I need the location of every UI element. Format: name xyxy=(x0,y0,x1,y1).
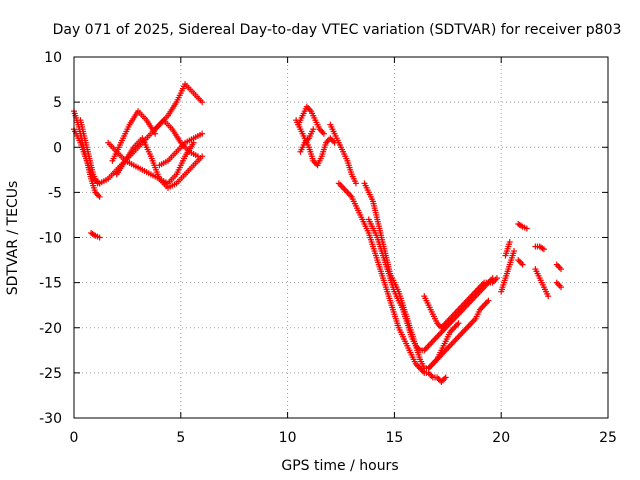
series-t26 xyxy=(553,261,565,273)
grid-lines xyxy=(74,57,608,418)
data-point xyxy=(489,275,496,282)
y-tick-labels: -30 -25 -20 -15 -10 -5 0 5 10 xyxy=(39,50,62,427)
y-tick-label: 10 xyxy=(44,50,62,66)
data-point xyxy=(511,248,518,255)
series-t14 xyxy=(327,121,359,187)
x-tick-label: 20 xyxy=(492,430,510,446)
y-tick-label: -15 xyxy=(39,276,62,292)
data-point xyxy=(519,261,526,268)
data-point xyxy=(558,266,565,273)
series-t13 xyxy=(297,126,317,155)
y-tick-label: -30 xyxy=(39,411,62,427)
y-tick-label: -5 xyxy=(48,185,62,201)
series-t3 xyxy=(77,117,101,187)
data-point xyxy=(506,239,513,246)
data-point xyxy=(545,293,552,300)
data-point xyxy=(320,130,327,137)
series-t22 xyxy=(515,220,530,232)
series-t19 xyxy=(425,297,492,372)
x-tick-labels: 0 5 10 15 20 25 xyxy=(70,430,617,446)
series-t15 xyxy=(335,180,449,385)
x-tick-label: 15 xyxy=(385,430,403,446)
data-point xyxy=(96,193,103,200)
y-tick-label: -20 xyxy=(39,321,62,337)
x-axis-label: GPS time / hours xyxy=(281,458,398,474)
y-axis-label: SDTVAR / TECUs xyxy=(5,181,21,296)
data-point xyxy=(352,180,359,187)
data-point xyxy=(523,225,530,232)
chart-title: Day 071 of 2025, Sidereal Day-to-day VTE… xyxy=(53,22,622,38)
series-t20 xyxy=(498,248,518,295)
data-point xyxy=(199,130,206,137)
series-t10 xyxy=(156,130,206,169)
series-t4 xyxy=(88,229,103,241)
series-t27 xyxy=(553,279,565,291)
data-point xyxy=(442,374,449,381)
series-t12 xyxy=(295,103,327,137)
series-t8 xyxy=(113,135,206,191)
x-tick-label: 25 xyxy=(599,430,617,446)
series-t21 xyxy=(502,239,513,259)
y-tick-label: -25 xyxy=(39,366,62,382)
series-t16 xyxy=(361,180,462,372)
data-point xyxy=(455,320,462,327)
data-point xyxy=(199,99,206,106)
data-point xyxy=(558,284,565,291)
y-tick-label: 0 xyxy=(53,140,62,156)
series-t23 xyxy=(515,257,526,268)
data-point xyxy=(194,153,201,160)
series-t25 xyxy=(532,266,552,300)
series-t24 xyxy=(532,243,547,253)
data-point xyxy=(96,234,103,241)
x-tick-label: 0 xyxy=(70,430,79,446)
data-point xyxy=(485,297,492,304)
data-point xyxy=(310,126,317,133)
data-series xyxy=(71,81,565,385)
y-tick-label: 5 xyxy=(53,95,62,111)
data-point xyxy=(540,246,547,253)
y-tick-label: -10 xyxy=(39,231,62,247)
x-tick-label: 10 xyxy=(279,430,297,446)
axis-ticks xyxy=(73,56,609,419)
series-t18 xyxy=(421,275,496,331)
x-tick-label: 5 xyxy=(176,430,185,446)
